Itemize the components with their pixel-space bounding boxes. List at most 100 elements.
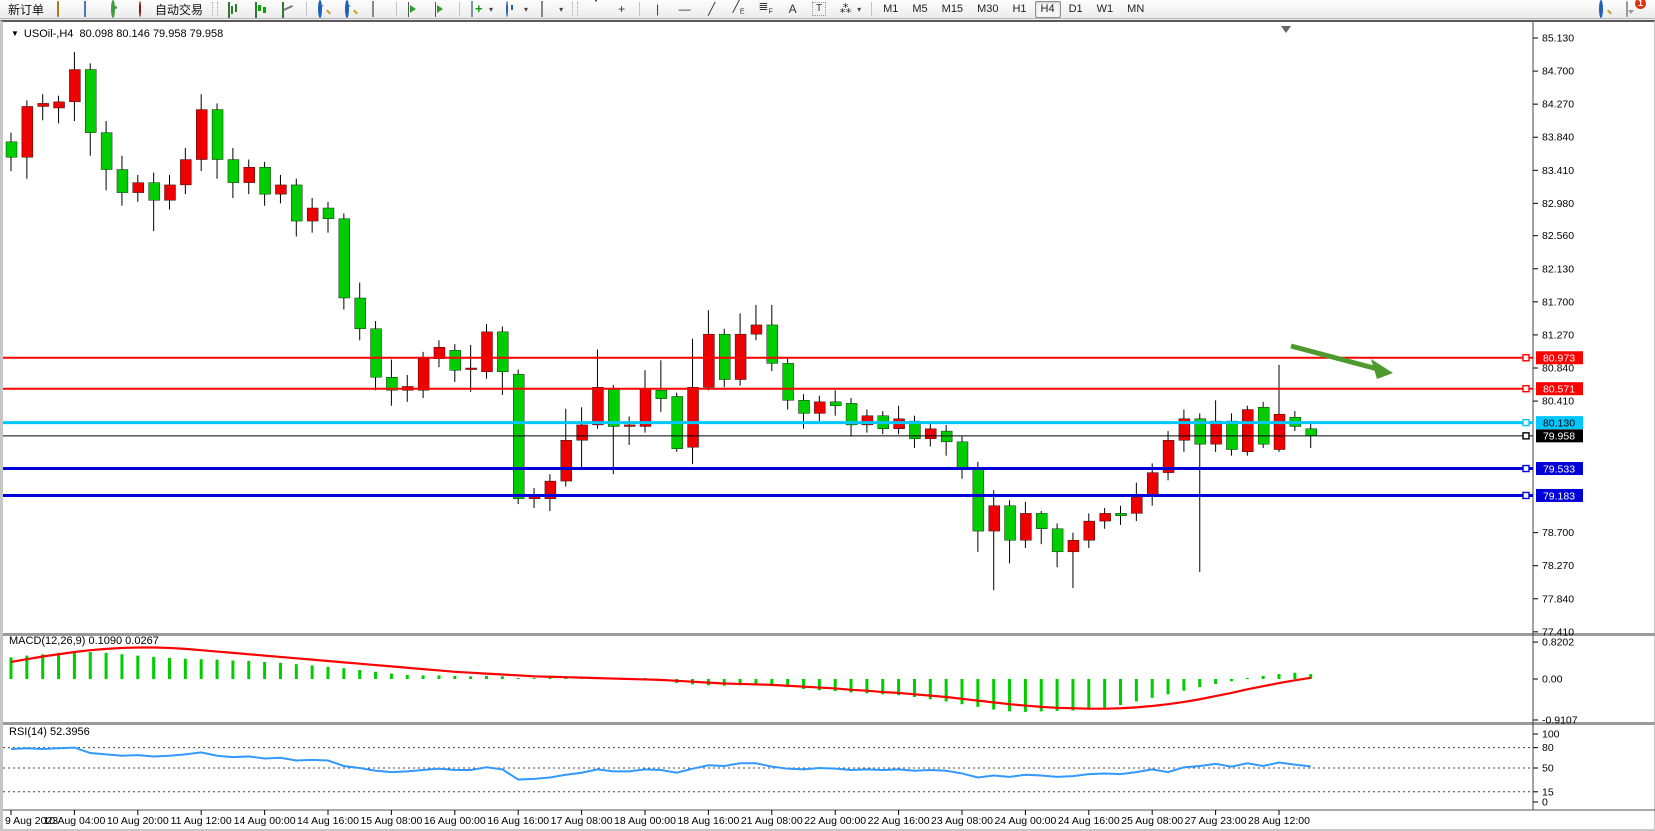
line-anchor-marker[interactable]	[1522, 491, 1530, 500]
auto-trading-button[interactable]: 自动交易	[132, 0, 208, 19]
candle-body	[1226, 420, 1238, 450]
candle-body	[132, 182, 145, 193]
fibonacci-tool-button[interactable]: ≣F	[753, 0, 778, 19]
crosshair-tool-button[interactable]: +	[609, 0, 634, 19]
line-chart-icon	[282, 1, 285, 18]
chart-canvas[interactable]: 85.130 84.700 84.270 83.840 83.410 82.980 82.5…	[3, 22, 1655, 829]
candle-body	[164, 184, 176, 201]
price-tag	[1536, 351, 1583, 365]
text-tool-icon: A	[788, 1, 797, 16]
time-tick-label: 21 Aug 08:00	[741, 815, 803, 827]
order-history-button[interactable]	[51, 0, 76, 19]
candle-body	[909, 420, 921, 439]
new-chart-icon	[471, 0, 474, 17]
line-anchor-marker[interactable]	[1522, 354, 1530, 362]
panel-separator[interactable]	[3, 722, 1655, 725]
line-anchor-marker[interactable]	[1522, 432, 1530, 440]
horizontal-line-tool-button[interactable]: —	[672, 0, 697, 19]
text-tool-button[interactable]: A	[780, 0, 805, 19]
trendline-icon: ╱	[707, 1, 716, 16]
macd-axis-label: 0.00	[1542, 674, 1563, 686]
notifications-button[interactable]: 1	[1620, 0, 1646, 19]
indicators-button[interactable]: ▾	[535, 0, 568, 19]
collapse-triangle-icon[interactable]: ▼	[11, 29, 19, 38]
candle-body	[195, 109, 208, 160]
candle-body	[1051, 528, 1064, 553]
clock-icon	[506, 0, 509, 17]
chart-shift-marker[interactable]	[1281, 26, 1291, 33]
time-tick-label: 22 Aug 00:00	[804, 815, 866, 827]
timeframe-button-m30[interactable]: M30	[977, 3, 999, 15]
candle-body	[306, 207, 319, 222]
zoom-in-button[interactable]: +	[312, 0, 337, 19]
candle-chart-mode-button[interactable]	[249, 0, 274, 19]
chart-shift-button[interactable]	[429, 0, 454, 19]
equidistant-channel-icon: ╱E	[732, 0, 745, 16]
timeframe-button-h1[interactable]: H1	[1012, 3, 1027, 15]
timeframe-button-w1[interactable]: W1	[1096, 3, 1114, 15]
line-anchor-marker[interactable]	[1522, 464, 1530, 473]
channel-tool-button[interactable]: ╱E	[726, 0, 751, 19]
bar-chart-icon	[228, 1, 231, 18]
line-anchor-marker[interactable]	[1522, 384, 1530, 393]
tile-windows-button[interactable]	[366, 0, 391, 19]
chart-shift-icon	[435, 1, 437, 17]
crosshair-icon: +	[618, 1, 626, 16]
timeframe-button-h4[interactable]: H4	[1034, 0, 1061, 18]
zoom-out-button[interactable]: −	[339, 0, 364, 19]
price-tick-label: 84.270	[1542, 99, 1574, 111]
timeframe-button-mn[interactable]: MN	[1127, 3, 1145, 15]
vertical-line-tool-button[interactable]: |	[645, 0, 670, 19]
fibonacci-icon: ≣F	[758, 0, 773, 16]
price-tick-label: 83.410	[1542, 165, 1574, 177]
periods-button[interactable]: ▾	[500, 0, 533, 19]
candle-body	[560, 440, 572, 482]
time-tick-label: 23 Aug 08:00	[931, 815, 993, 827]
trendline-tool-button[interactable]: ╱	[699, 0, 724, 19]
time-tick-label: 28 Aug 12:00	[1248, 815, 1310, 827]
toolbar-grip	[212, 2, 219, 16]
line-chart-mode-button[interactable]	[276, 0, 301, 19]
trend-arrow-annotation[interactable]	[1290, 343, 1386, 374]
rsi-axis-label: 80	[1542, 742, 1554, 754]
time-tick-label: 10 Aug 04:00	[43, 815, 105, 827]
candle-body	[291, 184, 303, 222]
new-chart-button[interactable]: ▾	[465, 0, 498, 19]
market-watch-button[interactable]	[78, 0, 103, 19]
cursor-tool-button[interactable]	[582, 0, 607, 22]
candle-body	[449, 350, 461, 371]
signals-button[interactable]	[105, 0, 130, 19]
price-tick-label: 81.700	[1542, 296, 1574, 308]
dropdown-caret-icon: ▾	[559, 4, 564, 14]
price-tick-label: 77.410	[1542, 626, 1574, 638]
candle-body	[386, 377, 398, 391]
candle-body	[1036, 513, 1048, 529]
rsi-axis-label: 0	[1542, 797, 1548, 809]
candle-body	[1305, 428, 1317, 436]
text-label-tool-button[interactable]: T	[807, 0, 831, 19]
candle-body	[750, 324, 763, 335]
search-button[interactable]	[1593, 0, 1618, 19]
panel-separator[interactable]	[3, 633, 1655, 636]
candle-body	[227, 159, 240, 183]
auto-scroll-button[interactable]	[402, 0, 427, 19]
arrows-tool-button[interactable]: ⁂ ▾	[833, 0, 866, 19]
candle-body	[1257, 407, 1270, 445]
line-anchor-marker[interactable]	[1522, 418, 1530, 427]
timeframe-button-d1[interactable]: D1	[1068, 3, 1083, 15]
symbol-title[interactable]: ▼ USOil-,H4 80.098 80.146 79.958 79.958	[11, 28, 223, 40]
new-order-button[interactable]: 新订单	[3, 0, 49, 19]
candle-body	[338, 218, 351, 299]
zoom-out-icon: −	[345, 0, 351, 18]
macd-axis-label: 0.8202	[1542, 637, 1574, 649]
bar-chart-mode-button[interactable]	[222, 0, 247, 19]
signal-icon	[111, 0, 116, 18]
timeframe-button-m5[interactable]: M5	[912, 3, 928, 15]
time-tick-label: 18 Aug 00:00	[614, 815, 676, 827]
separator	[459, 2, 461, 16]
candle-body	[988, 505, 1000, 532]
timeframe-button-m1[interactable]: M1	[883, 3, 899, 15]
timeframe-button-m15[interactable]: M15	[941, 3, 964, 15]
candle-body	[53, 101, 65, 109]
candle-body	[354, 297, 366, 329]
